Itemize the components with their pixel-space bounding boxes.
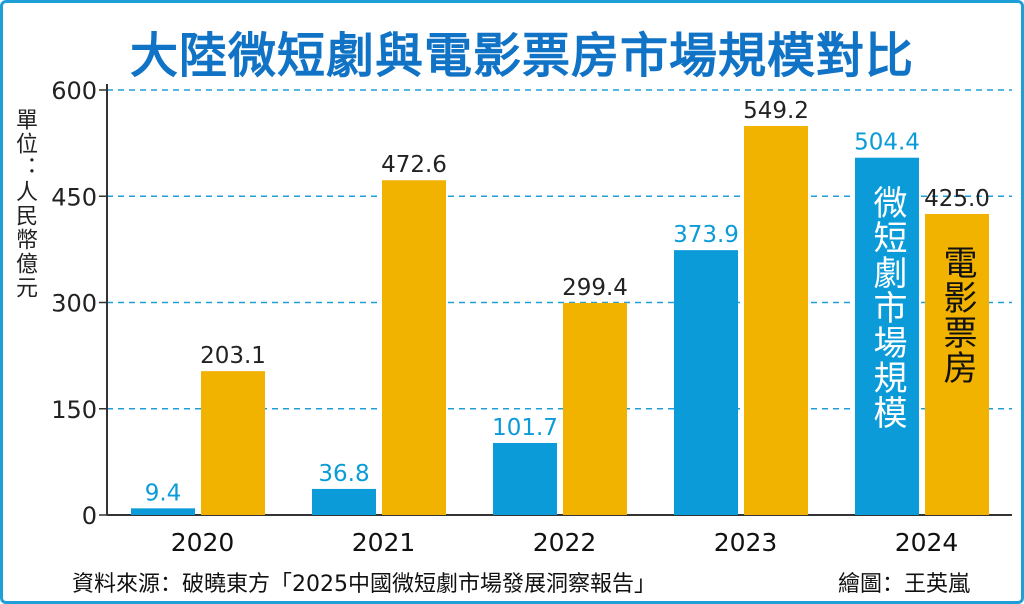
bar-value-label: 9.4 <box>145 480 182 506</box>
bar-short-drama <box>312 488 376 515</box>
bar-box-office <box>563 302 627 515</box>
bar-box-office <box>744 125 808 515</box>
bar-box-office <box>382 180 446 515</box>
bar-box-office <box>201 371 265 515</box>
x-category-label: 2020 <box>171 528 235 557</box>
bar-box-office <box>925 213 989 516</box>
y-tick-label: 600 <box>51 77 97 105</box>
x-category-label: 2022 <box>533 528 597 557</box>
y-tick-label: 0 <box>82 502 97 530</box>
bar-short-drama <box>131 508 195 515</box>
bar-short-drama <box>674 250 738 515</box>
bar-value-label: 549.2 <box>743 98 809 124</box>
y-tick-label: 150 <box>51 396 97 424</box>
bar-value-label: 203.1 <box>200 343 266 369</box>
chart-title: 大陸微短劇與電影票房市場規模對比 <box>130 28 915 84</box>
legend-box-office: 電影票房 <box>937 245 977 385</box>
source-note: 資料來源：破曉東方「2025中國微短劇市場發展洞察報告」 <box>72 572 656 597</box>
legend-short-drama: 微短劇市場規模 <box>867 185 907 430</box>
x-category-label: 2024 <box>895 528 959 557</box>
x-category-label: 2023 <box>714 528 778 557</box>
bar-short-drama <box>855 157 919 515</box>
bar-value-label: 472.6 <box>381 152 447 178</box>
bar-value-label: 36.8 <box>318 461 369 487</box>
bar-value-label: 101.7 <box>492 415 558 441</box>
y-tick-label: 450 <box>51 183 97 211</box>
x-category-label: 2021 <box>352 528 416 557</box>
unit-label: 單位：人民幣億元 <box>12 108 37 300</box>
bar-value-label: 504.4 <box>854 130 920 156</box>
bar-value-label: 425.0 <box>924 186 990 212</box>
bar-value-label: 373.9 <box>673 222 739 248</box>
bar-short-drama <box>493 442 557 515</box>
y-tick-label: 300 <box>51 290 97 318</box>
credit-note: 繪圖：王英嵐 <box>838 572 971 597</box>
bar-value-label: 299.4 <box>562 275 628 301</box>
